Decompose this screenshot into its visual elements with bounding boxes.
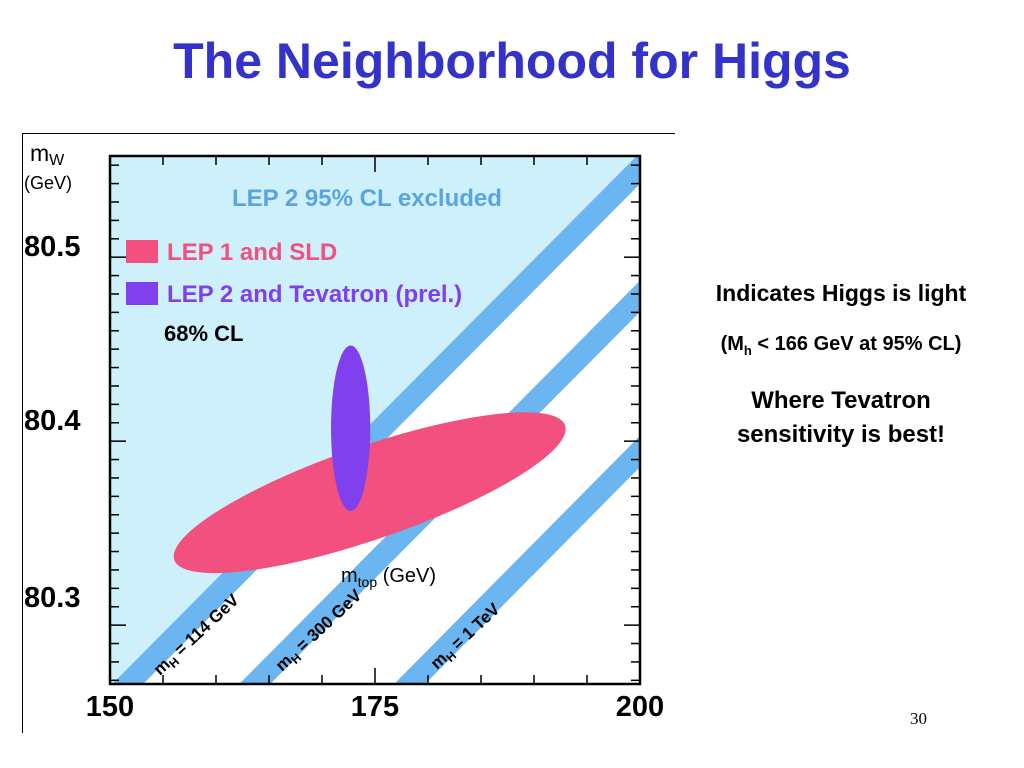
- x-tick-label-150: 150: [86, 691, 134, 723]
- y-tick-label-80.3: 80.3: [24, 582, 80, 614]
- plot-area: [110, 156, 640, 684]
- y-axis-unit: (GeV): [24, 173, 72, 193]
- slide-title: The Neighborhood for Higgs: [173, 33, 851, 89]
- x-tick-label-175: 175: [351, 691, 399, 723]
- y-axis-label: mW: [30, 140, 65, 169]
- plot-frame-top-border: [22, 133, 675, 134]
- legend-swatch-lep1: [126, 240, 158, 263]
- y-tick-label-80.5: 80.5: [24, 231, 80, 263]
- note-light-higgs: Indicates Higgs is light: [715, 280, 967, 306]
- y-tick-label-80.4: 80.4: [24, 405, 80, 437]
- band-mh-1tev: [394, 435, 640, 684]
- axis-ticks: [109, 156, 641, 684]
- side-notes: Indicates Higgs is light (Mh < 166 GeV a…: [678, 280, 1004, 452]
- ellipse-lep1-sld: [173, 412, 566, 574]
- legend-label-lep1: LEP 1 and SLD: [167, 239, 337, 266]
- note-mass-limit: (Mh < 166 GeV at 95% CL): [720, 333, 962, 358]
- legend-label-lep2-tevatron: LEP 2 and Tevatron (prel.): [167, 281, 462, 308]
- confidence-level-label: 68% CL: [164, 321, 243, 346]
- band-mh-114: [112, 156, 640, 684]
- x-tick-label-200: 200: [616, 691, 664, 723]
- note-tevatron-sensitivity: Where Tevatron sensitivity is best!: [736, 387, 946, 448]
- ellipses: [173, 345, 566, 574]
- legend-swatch-lep2-tevatron: [126, 282, 158, 305]
- plot-frame-left-border: [22, 133, 23, 733]
- ellipse-lep2-tevatron: [331, 345, 371, 512]
- chart: LEP 2 95% CL excluded LEP 1 and SLD LEP …: [24, 140, 664, 723]
- page-number: 30: [910, 709, 927, 728]
- excluded-region-label: LEP 2 95% CL excluded: [232, 185, 502, 212]
- x-axis-label: mtop (GeV): [341, 565, 436, 590]
